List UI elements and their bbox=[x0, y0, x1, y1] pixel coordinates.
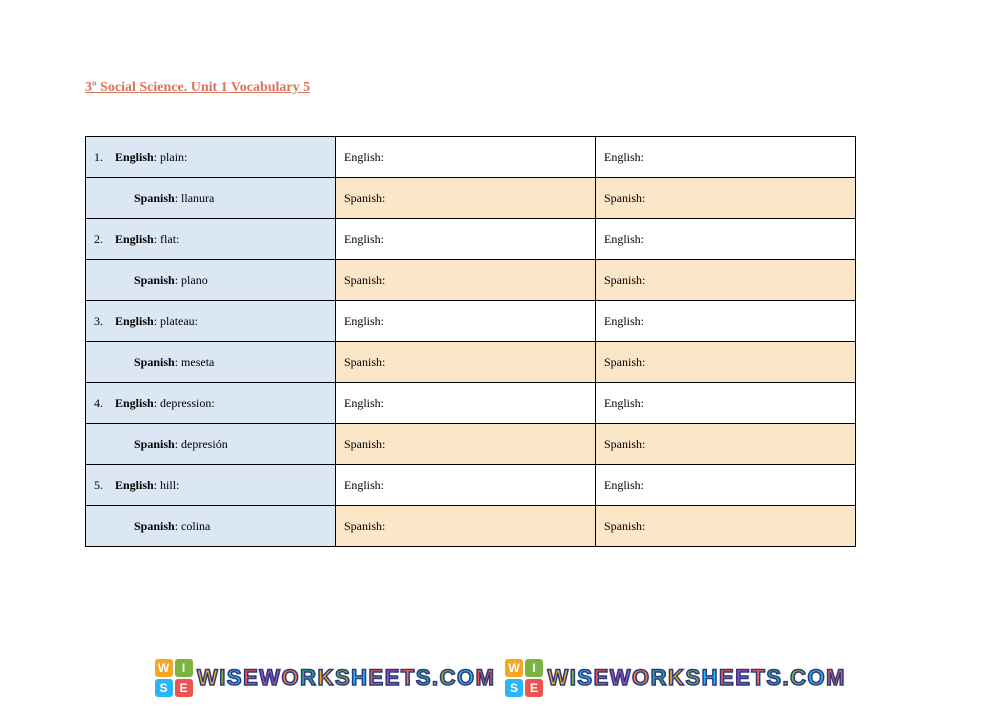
practice-cell-english[interactable]: English: bbox=[336, 219, 596, 260]
watermark-letter: O bbox=[457, 665, 476, 691]
watermark-letter: S bbox=[415, 665, 431, 691]
watermark-letter: O bbox=[807, 665, 826, 691]
watermark-letter: H bbox=[701, 665, 718, 691]
table-row: Spanish: colinaSpanish:Spanish: bbox=[86, 506, 856, 547]
practice-cell-spanish[interactable]: Spanish: bbox=[336, 506, 596, 547]
practice-cell-english[interactable]: English: bbox=[336, 137, 596, 178]
table-row: Spanish: mesetaSpanish:Spanish: bbox=[86, 342, 856, 383]
table-row: Spanish: depresiónSpanish:Spanish: bbox=[86, 424, 856, 465]
logo-letter: E bbox=[175, 679, 193, 697]
given-cell-spanish: Spanish: llanura bbox=[86, 178, 336, 219]
watermark-letter: O bbox=[281, 665, 300, 691]
watermark-letter: . bbox=[782, 665, 790, 691]
given-cell-spanish: Spanish: plano bbox=[86, 260, 336, 301]
watermark-text: WISEWORKSHEETS.COM bbox=[547, 665, 846, 691]
watermark-letter: E bbox=[243, 665, 259, 691]
watermark-letter: T bbox=[751, 665, 766, 691]
practice-cell-spanish[interactable]: Spanish: bbox=[336, 424, 596, 465]
watermark-letter: W bbox=[547, 665, 569, 691]
watermark-letter: E bbox=[719, 665, 735, 691]
practice-cell-spanish[interactable]: Spanish: bbox=[596, 506, 856, 547]
watermark-letter: C bbox=[439, 665, 456, 691]
table-row: Spanish: llanuraSpanish:Spanish: bbox=[86, 178, 856, 219]
practice-cell-spanish[interactable]: Spanish: bbox=[596, 260, 856, 301]
logo-letter: W bbox=[155, 659, 173, 677]
practice-cell-spanish[interactable]: Spanish: bbox=[336, 178, 596, 219]
watermark-letter: H bbox=[351, 665, 368, 691]
watermark-letter: I bbox=[569, 665, 577, 691]
watermark-letter: E bbox=[368, 665, 384, 691]
watermark-letter: R bbox=[650, 665, 667, 691]
watermark-logo-icon: W I S E bbox=[155, 659, 193, 697]
logo-letter: E bbox=[525, 679, 543, 697]
watermark-letter: K bbox=[317, 665, 334, 691]
practice-cell-english[interactable]: English: bbox=[336, 465, 596, 506]
watermark-text: WISEWORKSHEETS.COM bbox=[197, 665, 496, 691]
practice-cell-spanish[interactable]: Spanish: bbox=[596, 424, 856, 465]
given-cell-english: 4. English: depression: bbox=[86, 383, 336, 424]
watermark-letter: . bbox=[432, 665, 440, 691]
practice-cell-english[interactable]: English: bbox=[596, 137, 856, 178]
watermark-letter: E bbox=[735, 665, 751, 691]
watermark-letter: S bbox=[685, 665, 701, 691]
table-row: 3. English: plateau:English:English: bbox=[86, 301, 856, 342]
watermark-letter: W bbox=[259, 665, 281, 691]
practice-cell-spanish[interactable]: Spanish: bbox=[336, 260, 596, 301]
given-cell-english: 1. English: plain: bbox=[86, 137, 336, 178]
table-row: Spanish: planoSpanish:Spanish: bbox=[86, 260, 856, 301]
watermark-letter: I bbox=[219, 665, 227, 691]
table-row: 1. English: plain:English:English: bbox=[86, 137, 856, 178]
table-row: 2. English: flat:English:English: bbox=[86, 219, 856, 260]
watermark-logo-icon: W I S E bbox=[505, 659, 543, 697]
watermark-letter: W bbox=[197, 665, 219, 691]
vocabulary-table: 1. English: plain:English:English:Spanis… bbox=[85, 136, 856, 547]
watermark-letter: M bbox=[826, 665, 846, 691]
table-row: 4. English: depression:English:English: bbox=[86, 383, 856, 424]
watermark-instance: W I S E WISEWORKSHEETS.COM bbox=[505, 659, 846, 697]
watermark-letter: S bbox=[226, 665, 242, 691]
logo-letter: W bbox=[505, 659, 523, 677]
practice-cell-english[interactable]: English: bbox=[336, 301, 596, 342]
watermark-letter: S bbox=[334, 665, 350, 691]
given-cell-english: 2. English: flat: bbox=[86, 219, 336, 260]
watermark-letter: K bbox=[668, 665, 685, 691]
watermark-letter: O bbox=[632, 665, 651, 691]
watermark-letter: R bbox=[300, 665, 317, 691]
logo-letter: S bbox=[505, 679, 523, 697]
watermark-instance: W I S E WISEWORKSHEETS.COM bbox=[155, 659, 496, 697]
given-cell-english: 3. English: plateau: bbox=[86, 301, 336, 342]
watermark-letter: E bbox=[593, 665, 609, 691]
given-cell-english: 5. English: hill: bbox=[86, 465, 336, 506]
watermark-letter: M bbox=[475, 665, 495, 691]
watermark-banner: W I S E WISEWORKSHEETS.COM W I S E WISEW… bbox=[0, 659, 1000, 697]
given-cell-spanish: Spanish: meseta bbox=[86, 342, 336, 383]
watermark-letter: W bbox=[609, 665, 631, 691]
watermark-letter: S bbox=[766, 665, 782, 691]
watermark-letter: E bbox=[384, 665, 400, 691]
logo-letter: I bbox=[525, 659, 543, 677]
logo-letter: S bbox=[155, 679, 173, 697]
logo-letter: I bbox=[175, 659, 193, 677]
practice-cell-english[interactable]: English: bbox=[596, 219, 856, 260]
watermark-letter: T bbox=[400, 665, 415, 691]
table-row: 5. English: hill:English:English: bbox=[86, 465, 856, 506]
practice-cell-english[interactable]: English: bbox=[596, 383, 856, 424]
watermark-letter: S bbox=[577, 665, 593, 691]
practice-cell-spanish[interactable]: Spanish: bbox=[596, 178, 856, 219]
given-cell-spanish: Spanish: depresión bbox=[86, 424, 336, 465]
worksheet-title: 3º Social Science. Unit 1 Vocabulary 5 bbox=[85, 80, 915, 96]
given-cell-spanish: Spanish: colina bbox=[86, 506, 336, 547]
watermark-letter: C bbox=[790, 665, 807, 691]
practice-cell-english[interactable]: English: bbox=[596, 301, 856, 342]
practice-cell-spanish[interactable]: Spanish: bbox=[596, 342, 856, 383]
practice-cell-spanish[interactable]: Spanish: bbox=[336, 342, 596, 383]
practice-cell-english[interactable]: English: bbox=[336, 383, 596, 424]
practice-cell-english[interactable]: English: bbox=[596, 465, 856, 506]
